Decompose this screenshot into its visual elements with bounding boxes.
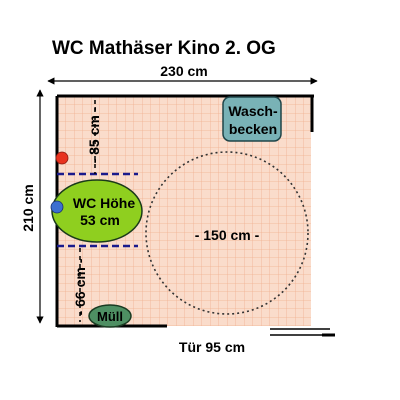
washbasin-label-line2: becken xyxy=(229,121,277,137)
page-title: WC Mathäser Kino 2. OG xyxy=(52,38,276,59)
blue-marker xyxy=(50,200,64,214)
washbasin-label-line1: Wasch- xyxy=(228,103,278,119)
toilet xyxy=(51,179,143,243)
upper-clearance-label: - 85 cm - xyxy=(86,106,102,163)
lower-clearance-label: - 66 cm - xyxy=(72,258,88,315)
washbasin xyxy=(222,96,282,142)
height-label: 210 cm xyxy=(20,184,36,231)
trash-label: Müll xyxy=(97,309,123,324)
red-marker xyxy=(55,151,69,165)
door-label: Tür 95 cm xyxy=(179,339,245,355)
door xyxy=(270,328,335,337)
toilet-label-line2: 53 cm xyxy=(80,212,120,228)
turning-circle xyxy=(145,151,309,315)
turning-circle-label: - 150 cm - xyxy=(195,227,260,243)
grab-bars xyxy=(57,172,138,248)
toilet-label-line1: WC Höhe xyxy=(73,195,135,211)
trash-bin xyxy=(88,304,132,328)
width-label: 230 cm xyxy=(160,63,207,79)
